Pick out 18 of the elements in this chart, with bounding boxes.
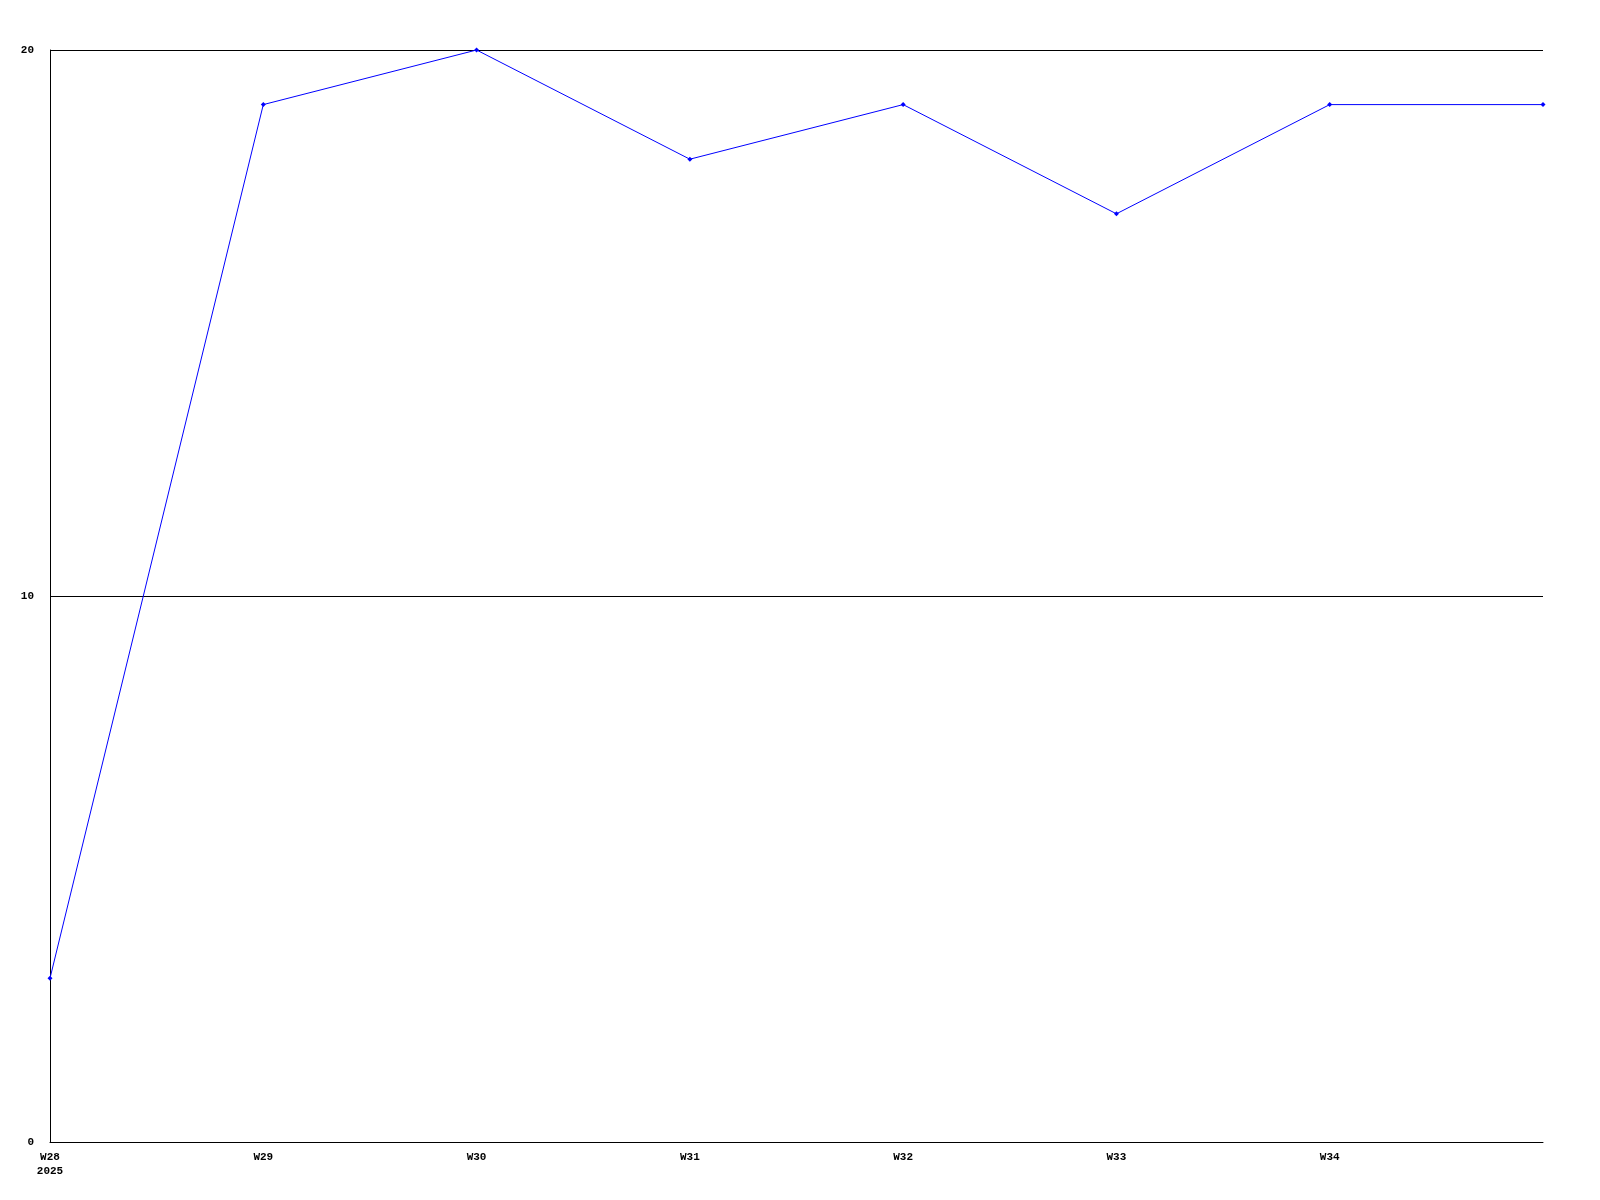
x-tick-label: W28 2025 — [36, 1151, 64, 1177]
x-tick-label: W30 — [466, 1151, 487, 1163]
x-tick-label: W34 — [1319, 1151, 1341, 1163]
point — [474, 47, 480, 53]
x-tick-label: W31 — [679, 1151, 701, 1163]
y-tick-label: 10 — [20, 590, 34, 602]
x-tick-label: W29 — [253, 1151, 274, 1163]
point — [1113, 211, 1119, 217]
point — [1540, 102, 1546, 108]
point — [1327, 102, 1333, 108]
y-tick-label: 20 — [20, 44, 34, 56]
x-tick-label: W32 — [893, 1151, 914, 1163]
point — [900, 102, 906, 108]
point — [687, 156, 693, 162]
y-tick-label: 0 — [27, 1136, 34, 1148]
point — [47, 975, 53, 981]
point — [260, 102, 266, 108]
x-tick-label: W33 — [1106, 1151, 1127, 1163]
